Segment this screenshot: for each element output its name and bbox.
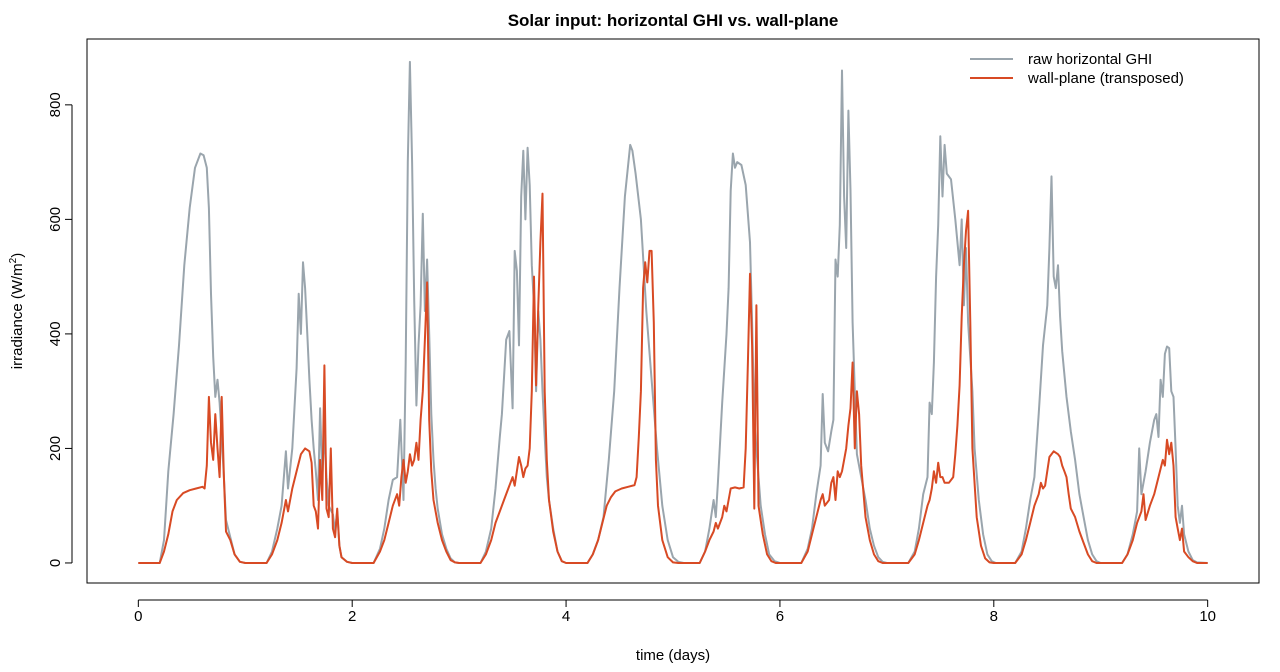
y-tick-label: 400 [47, 321, 64, 346]
y-axis-label: irradiance (W/m2) [8, 253, 26, 369]
y-axis-label-main: irradiance (W/m [9, 263, 26, 369]
x-tick-label: 6 [776, 608, 784, 625]
y-tick-label: 800 [47, 92, 64, 117]
x-tick-label: 10 [1199, 608, 1216, 625]
x-tick-label: 0 [134, 608, 142, 625]
y-axis-label-superscript: 2 [8, 257, 19, 263]
legend: raw horizontal GHI wall-plane (transposed… [970, 51, 1184, 87]
x-axis-label: time (days) [636, 647, 710, 664]
x-tick-label: 8 [990, 608, 998, 625]
y-axis-label-close: ) [9, 253, 26, 258]
y-tick-label: 200 [47, 436, 64, 461]
y-tick-label: 600 [47, 207, 64, 232]
chart-title: Solar input: horizontal GHI vs. wall-pla… [508, 11, 839, 30]
legend-label: raw horizontal GHI [1028, 51, 1152, 68]
y-tick-label: 0 [47, 559, 64, 567]
plot-frame [86, 38, 1260, 584]
series-line-wall-plane [138, 192, 1208, 564]
x-tick-label: 4 [562, 608, 570, 625]
x-tick-label: 2 [348, 608, 356, 625]
y-axis: 0 200 400 600 800 [47, 92, 73, 567]
legend-label: wall-plane (transposed) [1027, 70, 1184, 87]
x-axis: 0 2 4 6 8 10 [134, 599, 1216, 625]
series-lines [138, 60, 1208, 564]
